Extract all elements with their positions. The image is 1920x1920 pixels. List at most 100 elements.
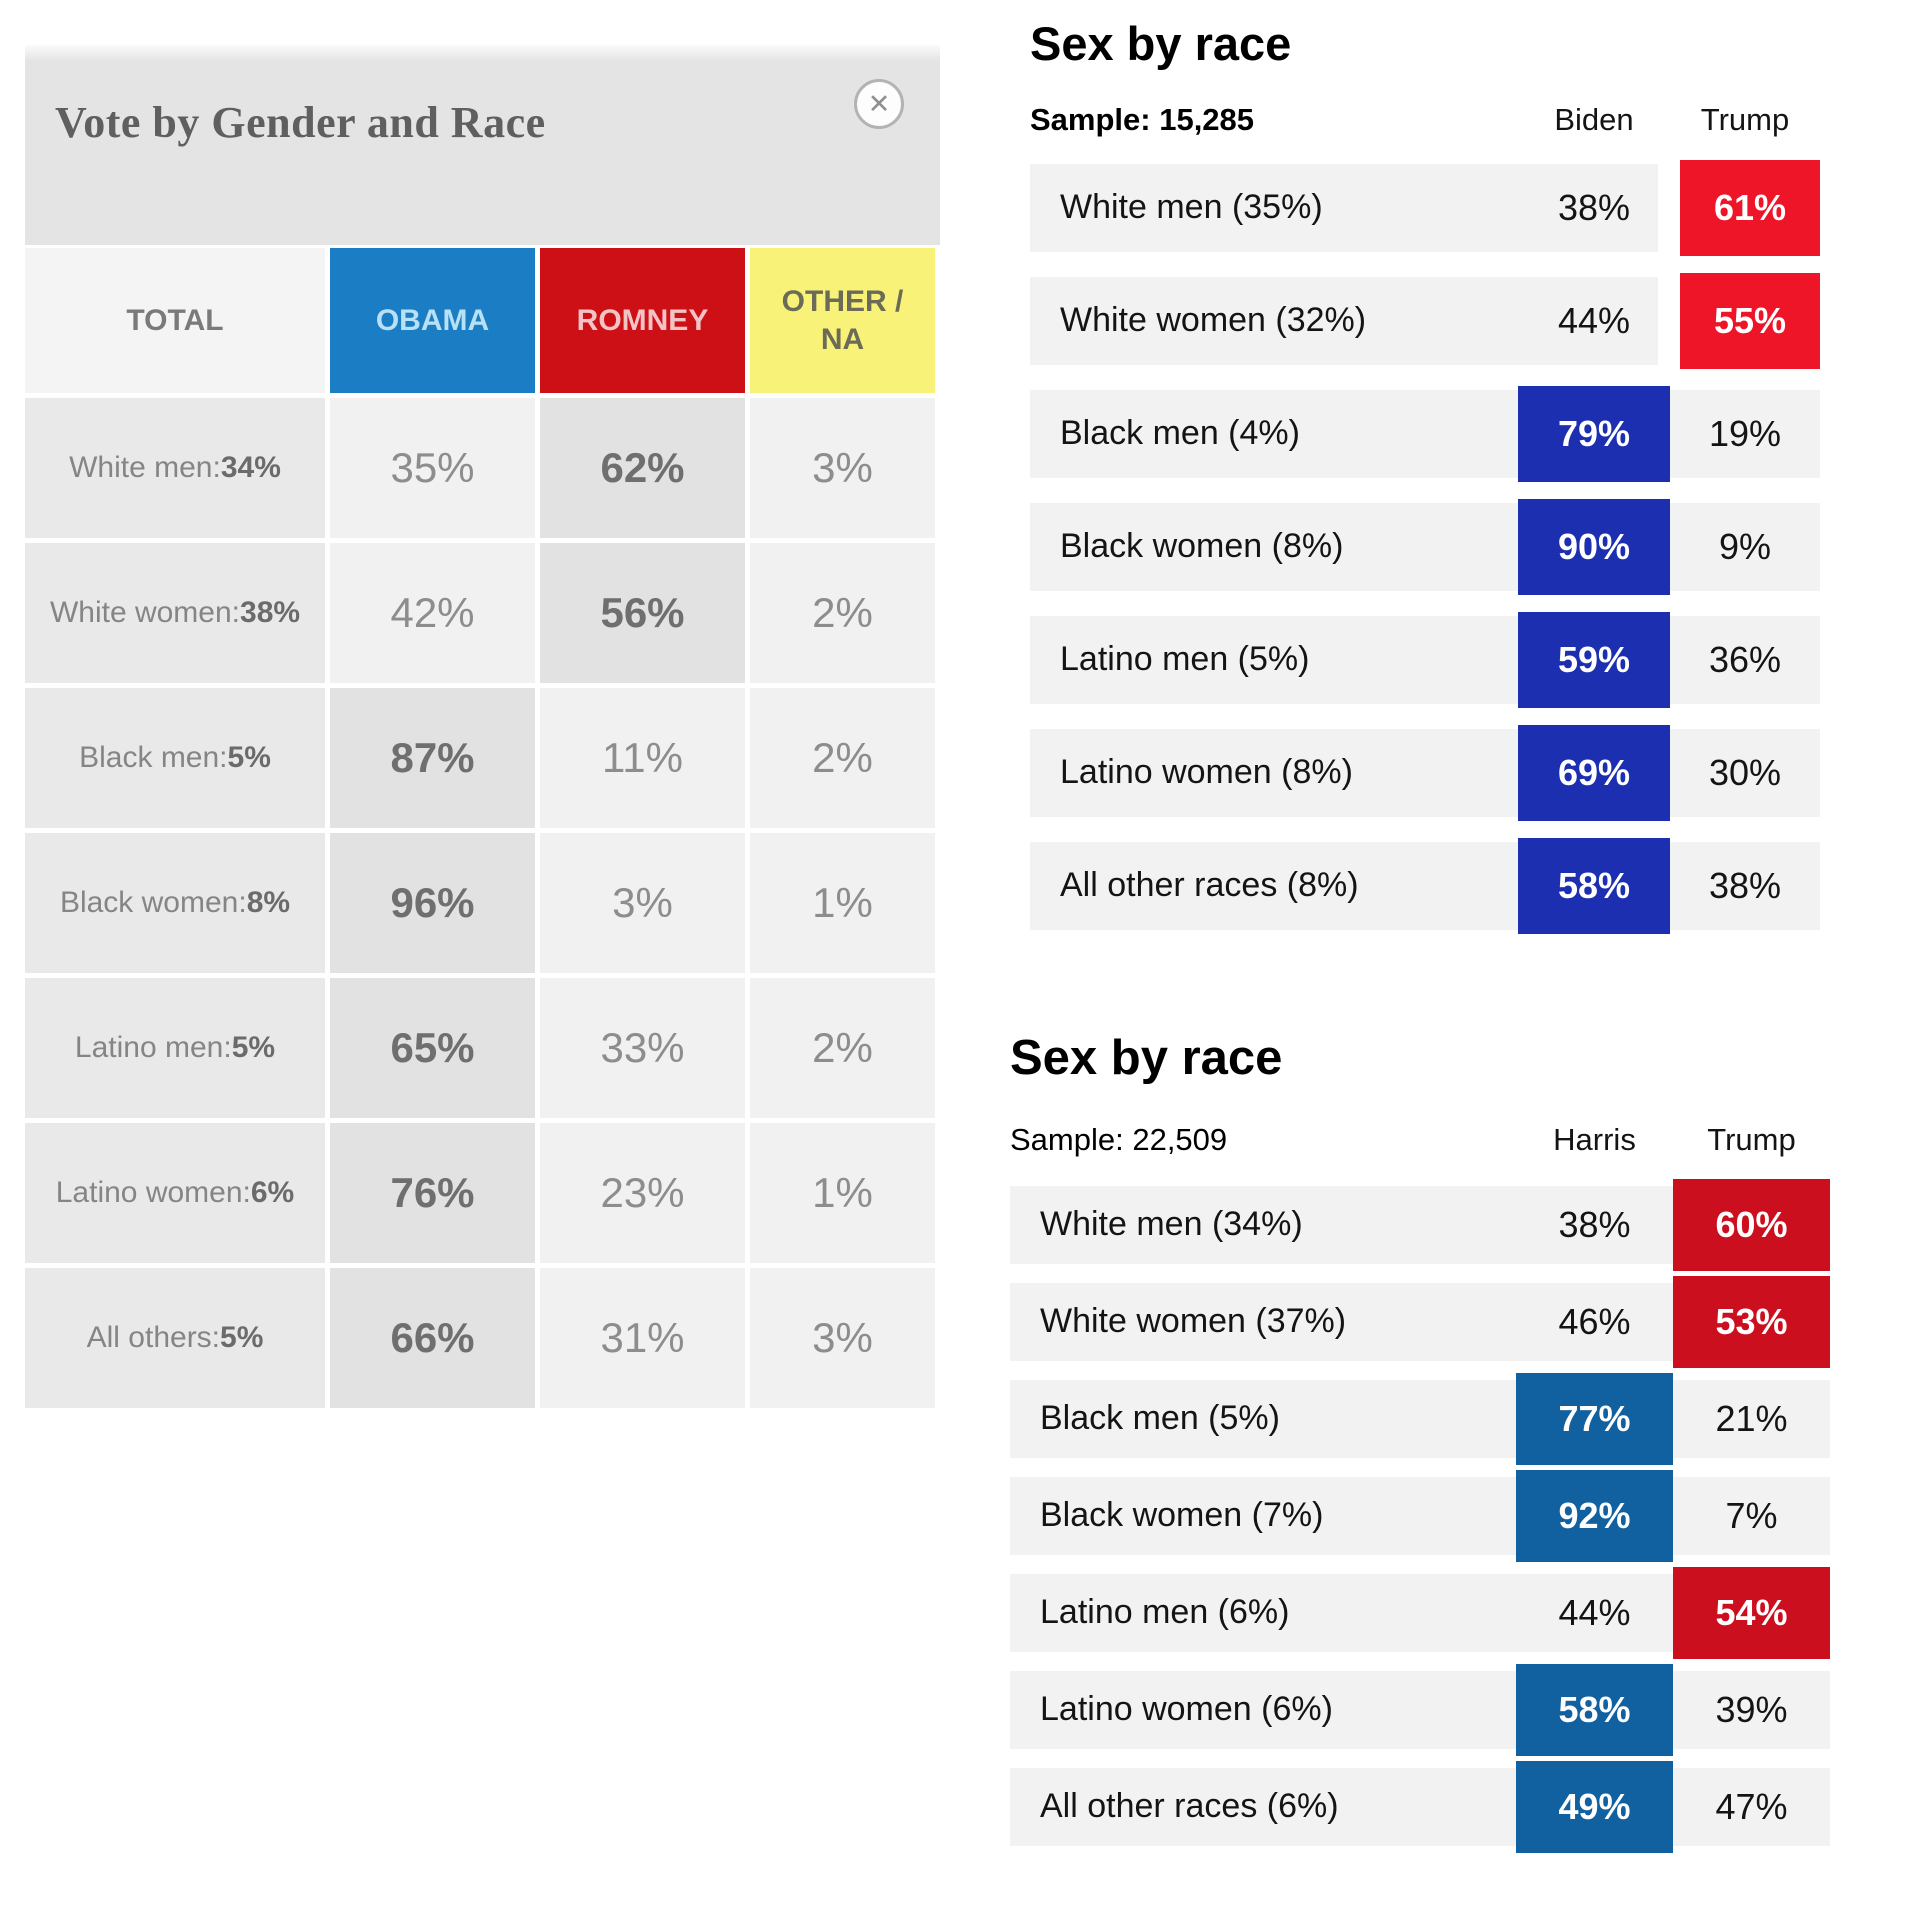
rep-value-cell: 54% [1673,1566,1830,1659]
table-row: Latino men: 5% 65% 33% 2% [25,978,940,1118]
vote-by-gender-race-panel: Vote by Gender and Race ✕ TOTAL OBAMA RO… [25,45,940,1408]
table-row: Black women: 8% 96% 3% 1% [25,833,940,973]
table-header-row: Sample: 22,509 Harris Trump [1010,1122,1830,1158]
column-header-romney: ROMNEY [540,248,745,393]
other-value-cell: 3% [750,398,935,538]
column-header-trump: Trump [1700,101,1790,137]
dem-value-cell: 44% [1558,1591,1631,1633]
obama-value-cell: 96% [330,833,535,973]
rep-value-cell: 9% [1718,525,1772,567]
group-name: Latino women: [55,1176,251,1209]
obama-value-cell: 66% [330,1268,535,1408]
table-header-row: TOTAL OBAMA ROMNEY OTHER / NA [25,248,940,393]
dem-value-cell: 90% [1518,498,1670,595]
group-name: White men: [69,451,221,484]
row-label: Black men (5%) [1040,1399,1280,1438]
dem-value-cell: 38% [1558,1203,1631,1245]
table-row: Latino women: 6% 76% 23% 1% [25,1123,940,1263]
romney-value-cell: 23% [540,1123,745,1263]
group-share: 5% [220,1321,264,1354]
romney-value-cell: 33% [540,978,745,1118]
rep-value-cell: 38% [1708,864,1782,906]
other-value-cell: 1% [750,833,935,973]
table-row: Black women (8%) 90% 9% [1030,498,1820,595]
close-icon[interactable]: ✕ [854,79,904,129]
table-title: Sex by race [1030,17,1292,70]
row-label: White men: 34% [25,398,325,538]
other-value-cell: 1% [750,1123,935,1263]
group-share: 34% [220,451,281,484]
other-value-cell: 2% [750,978,935,1118]
dem-value-cell: 38% [1557,186,1631,228]
dem-value-cell: 59% [1518,611,1670,708]
rep-value-cell: 7% [1725,1494,1778,1536]
table-row: White women (32%) 44% 55% [1030,272,1820,369]
column-header-obama: OBAMA [330,248,535,393]
dem-value-cell: 58% [1518,837,1670,934]
table-title: Sex by race [1010,1031,1283,1085]
dem-value-cell: 44% [1557,299,1631,341]
dem-value-cell: 46% [1558,1300,1631,1342]
obama-value-cell: 35% [330,398,535,538]
table-header-row: Sample: 15,285 Biden Trump [1030,102,1820,138]
dem-value-cell: 49% [1516,1760,1673,1853]
table-row: All other races (6%) 49% 47% [1010,1760,1830,1853]
row-label: Latino women (6%) [1040,1690,1333,1729]
table-row: White women: 38% 42% 56% 2% [25,543,940,683]
rep-value-cell: 60% [1673,1178,1830,1271]
group-name: All others: [86,1321,221,1354]
sex-by-race-2020-table: Sex by race Sample: 15,285 Biden Trump W… [1030,18,1820,955]
other-value-cell: 2% [750,543,935,683]
rep-value-cell: 36% [1708,638,1782,680]
group-name: Black men: [79,741,228,774]
row-label: White women: 38% [25,543,325,683]
obama-value-cell: 65% [330,978,535,1118]
group-share: 5% [227,741,271,774]
dem-value-cell: 77% [1516,1372,1673,1465]
romney-value-cell: 11% [540,688,745,828]
table-row: Black women (7%) 92% 7% [1010,1469,1830,1562]
rep-value-cell: 47% [1715,1785,1788,1827]
group-share: 5% [231,1031,276,1064]
table-row: White men (34%) 38% 60% [1010,1178,1830,1271]
group-name: Latino men: [74,1031,232,1064]
rep-value-cell: 53% [1673,1275,1830,1368]
obama-value-cell: 87% [330,688,535,828]
row-label: White men (35%) [1060,188,1323,227]
row-label: Latino women (8%) [1060,753,1353,792]
column-header-trump: Trump [1707,1121,1796,1157]
row-label: All other races (8%) [1060,866,1359,905]
dem-value-cell: 69% [1518,724,1670,821]
panel-title-band: Vote by Gender and Race ✕ [25,45,940,245]
table-row: Black men (4%) 79% 19% [1030,385,1820,482]
romney-value-cell: 31% [540,1268,745,1408]
sample-size-label: Sample: 15,285 [1030,101,1255,137]
row-label: All other races (6%) [1040,1787,1339,1826]
rep-value-cell: 61% [1680,159,1820,256]
group-name: White women: [49,596,241,629]
rep-value-cell: 21% [1715,1397,1788,1439]
rep-value-cell: 39% [1715,1688,1788,1730]
dem-value-cell: 58% [1516,1663,1673,1756]
table-row: Latino men (5%) 59% 36% [1030,611,1820,708]
row-label: White women (32%) [1060,301,1367,340]
row-label: Black women (7%) [1040,1496,1324,1535]
panel-title: Vote by Gender and Race [55,98,546,147]
column-header-other-na: OTHER / NA [750,248,935,393]
sex-by-race-2024-table: Sex by race Sample: 22,509 Harris Trump … [1010,1031,1830,1865]
row-label: Black men (4%) [1060,414,1300,453]
table-row: Latino men (6%) 44% 54% [1010,1566,1830,1659]
dem-value-cell: 92% [1516,1469,1673,1562]
rep-value-cell: 55% [1680,272,1820,369]
romney-value-cell: 3% [540,833,745,973]
table-row: Black men (5%) 77% 21% [1010,1372,1830,1465]
row-label: Latino men: 5% [25,978,325,1118]
row-label: Black women (8%) [1060,527,1344,566]
row-label: Latino women: 6% [25,1123,325,1263]
romney-value-cell: 56% [540,543,745,683]
group-name: Black women: [59,886,247,919]
other-value-cell: 2% [750,688,935,828]
column-header-harris: Harris [1553,1121,1636,1157]
row-label: Black men: 5% [25,688,325,828]
romney-value-cell: 62% [540,398,745,538]
